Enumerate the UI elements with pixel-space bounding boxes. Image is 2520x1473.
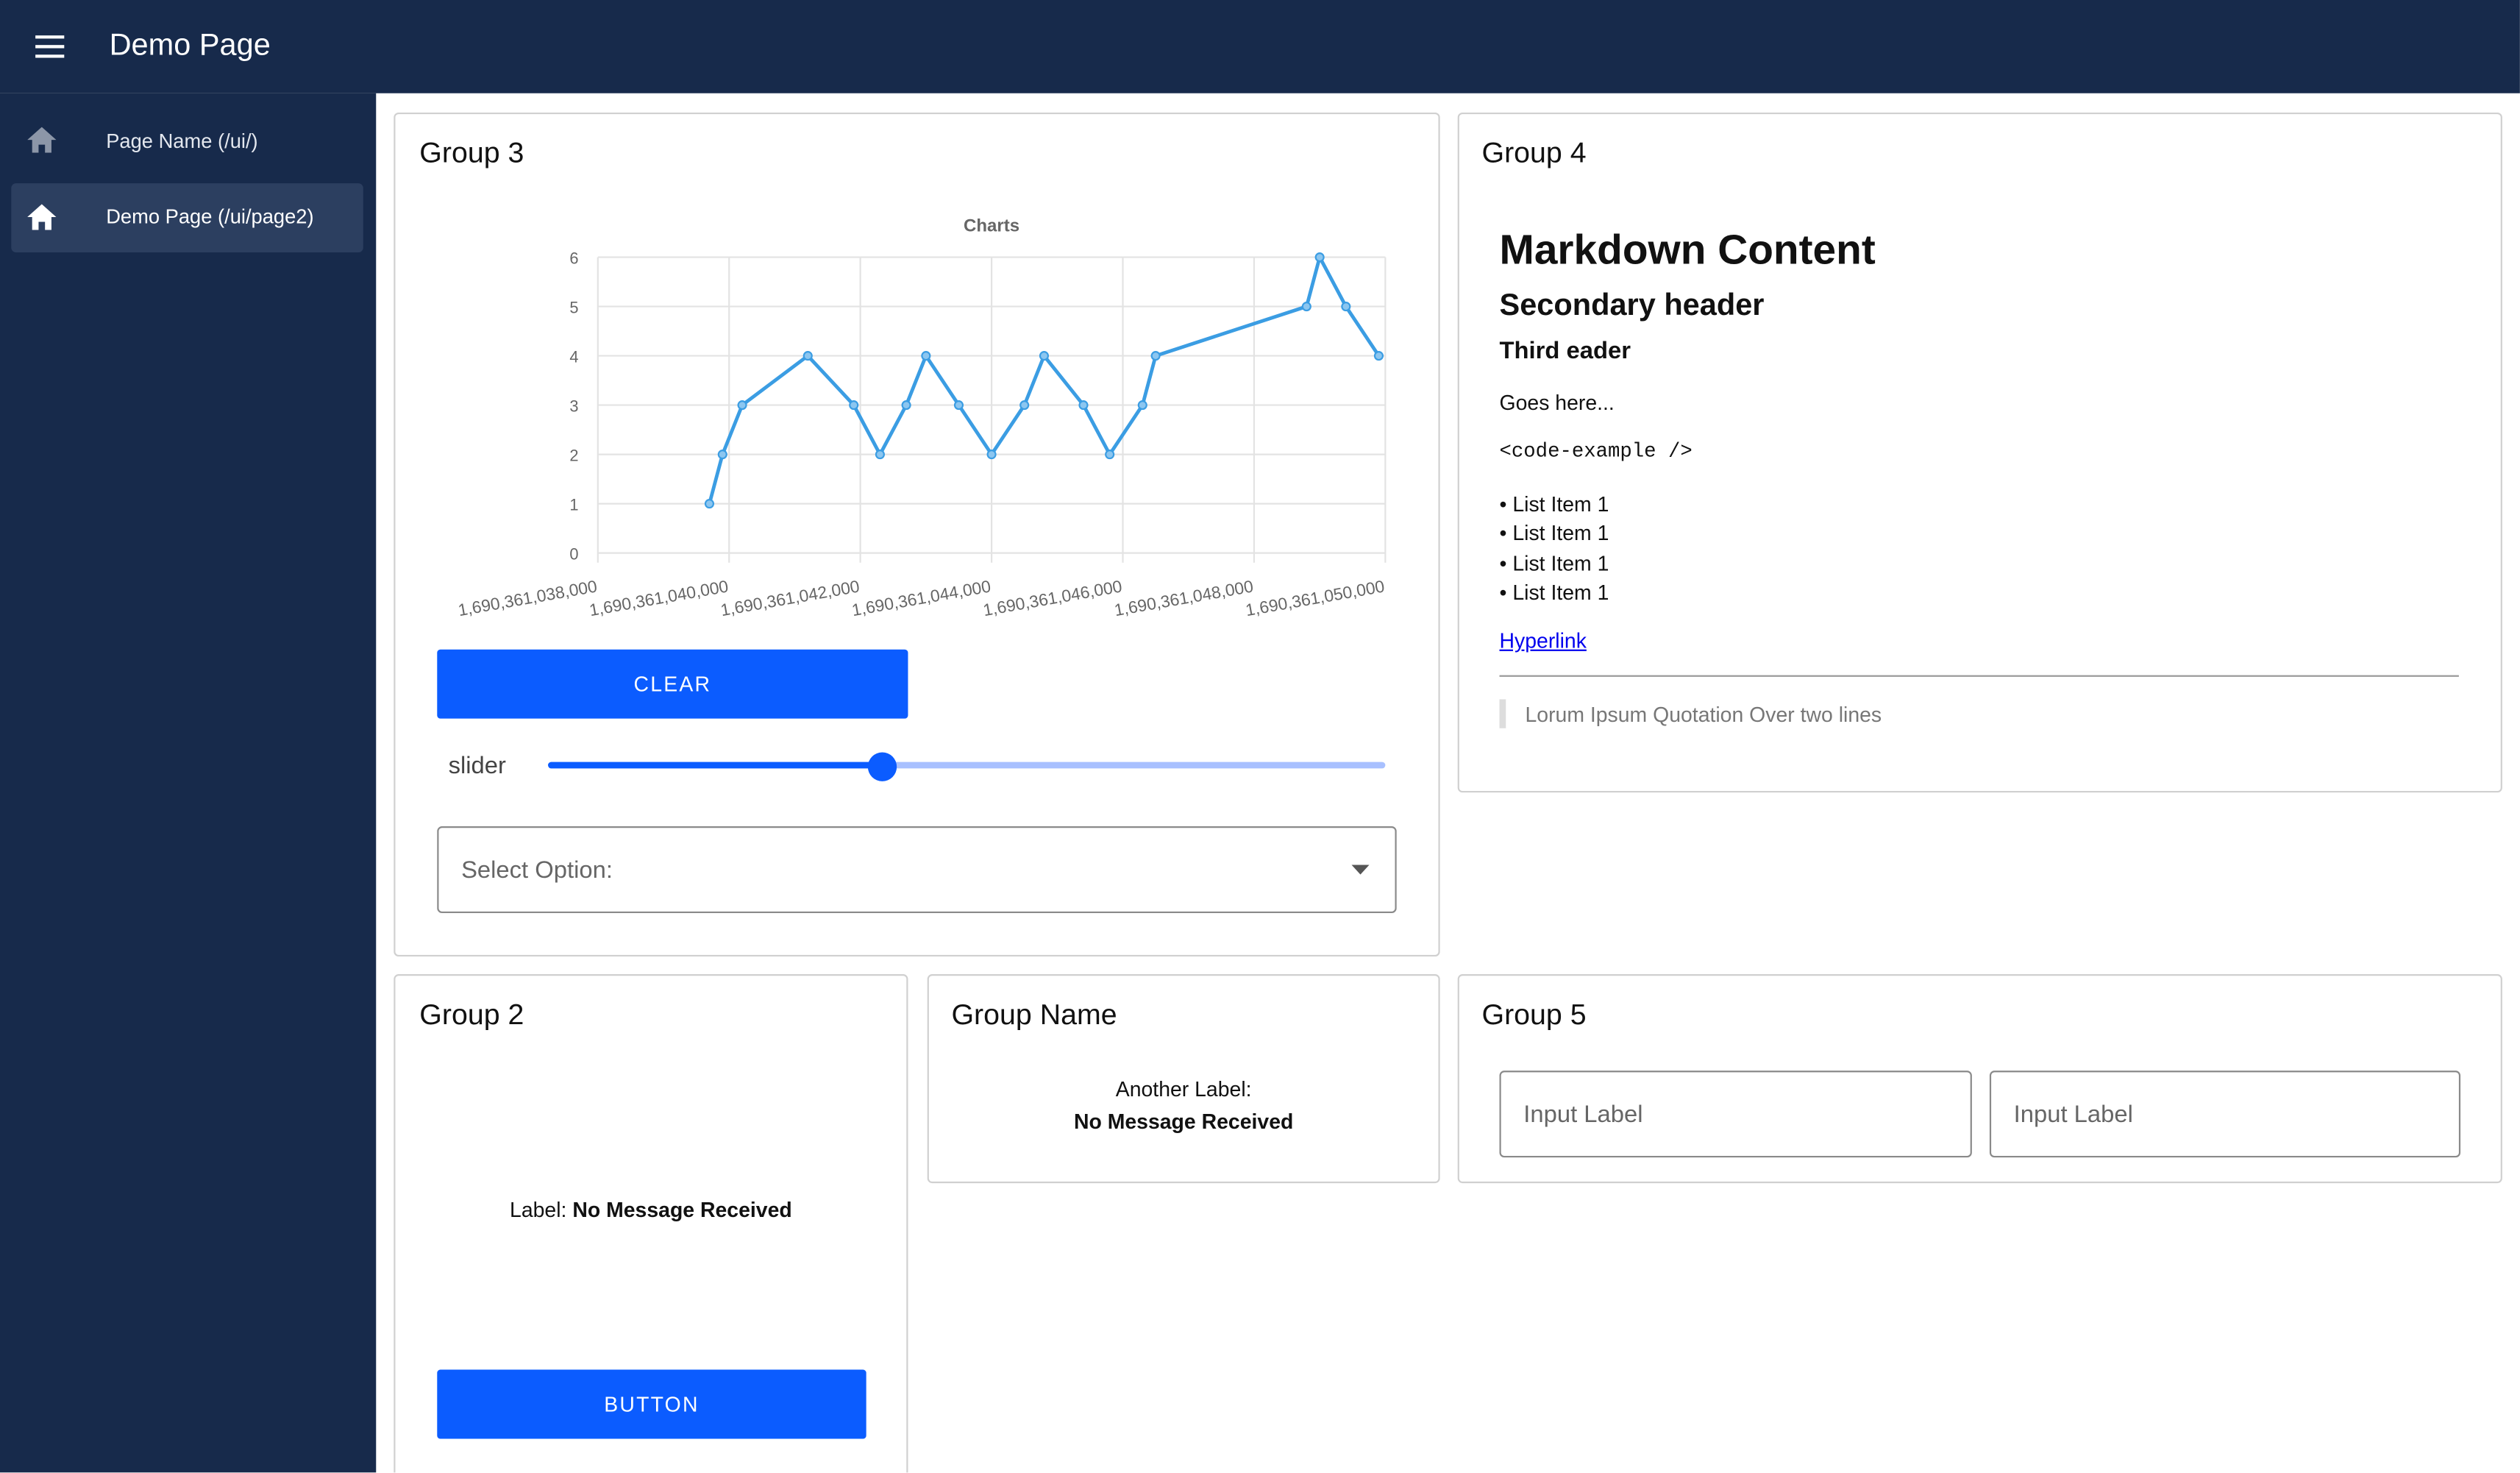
x-tick-label: 1,690,361,048,000 bbox=[1113, 576, 1255, 620]
header bbox=[0, 0, 2520, 93]
md-h3: Third eader bbox=[1499, 337, 1631, 365]
slider-thumb[interactable] bbox=[867, 752, 897, 781]
card bbox=[927, 974, 1440, 1184]
md-rule bbox=[1499, 675, 2459, 677]
group-title: Group 5 bbox=[1481, 998, 1587, 1031]
group-title: Group 4 bbox=[1481, 136, 1587, 169]
x-tick-label: 1,690,361,046,000 bbox=[981, 576, 1123, 620]
group-title: Group Name bbox=[951, 998, 1117, 1031]
label-value: No Message Received bbox=[1073, 1109, 1294, 1134]
list-item-text: List Item 1 bbox=[1512, 521, 1609, 546]
y-tick-label: 6 bbox=[569, 249, 578, 267]
md-list: • List Item 1 • List Item 1 • List Item … bbox=[1500, 490, 1609, 608]
point bbox=[802, 351, 813, 361]
list-item: • List Item 1 bbox=[1499, 580, 1609, 605]
home-icon bbox=[27, 204, 57, 230]
list-item: • List Item 1 bbox=[1499, 550, 1609, 575]
select-arrow bbox=[1351, 865, 1370, 875]
point bbox=[717, 450, 727, 460]
select-placeholder: Select Option: bbox=[461, 856, 613, 884]
md-quote: Lorum Ipsum Quotation Over two lines bbox=[1525, 702, 1882, 727]
y-tick-label: 1 bbox=[569, 495, 578, 514]
text-input[interactable]: Input Label bbox=[1989, 1071, 2461, 1158]
nav-active-bg bbox=[11, 183, 363, 253]
point bbox=[1314, 252, 1325, 263]
list-item-text: List Item 1 bbox=[1512, 580, 1609, 605]
list-item: • List Item 1 bbox=[1499, 491, 1609, 517]
point bbox=[1341, 302, 1351, 312]
point bbox=[1078, 400, 1089, 411]
clear-button[interactable]: CLEAR bbox=[437, 649, 908, 719]
label-row: Label: No Message Received bbox=[394, 1198, 908, 1222]
group-title: Group 3 bbox=[419, 136, 524, 169]
point bbox=[737, 400, 747, 411]
point bbox=[1105, 450, 1115, 460]
point bbox=[1150, 351, 1161, 361]
chart-title: Charts bbox=[964, 216, 1019, 236]
y-tick-label: 4 bbox=[569, 347, 578, 366]
point bbox=[849, 400, 859, 411]
menu-icon[interactable] bbox=[35, 35, 65, 58]
md-link[interactable]: Hyperlink bbox=[1499, 628, 1587, 653]
card bbox=[394, 112, 1440, 957]
card bbox=[1457, 112, 2502, 793]
line bbox=[708, 252, 1381, 505]
label: Label: bbox=[510, 1197, 567, 1222]
label: Another Label: bbox=[1115, 1076, 1252, 1101]
header-title: Demo Page bbox=[109, 29, 271, 63]
y-tick-label: 2 bbox=[569, 446, 578, 464]
md-code: <code-example /> bbox=[1499, 440, 1693, 464]
list-item-text: List Item 1 bbox=[1512, 491, 1609, 517]
x-tick-label: 1,690,361,038,000 bbox=[457, 576, 599, 620]
nav-item[interactable]: Demo Page (/ui/page2) bbox=[106, 205, 314, 229]
quote-bar bbox=[1499, 699, 1506, 728]
slider-fill bbox=[548, 762, 883, 769]
sidebar bbox=[0, 93, 377, 1473]
x-tick-label: 1,690,361,044,000 bbox=[850, 576, 992, 620]
select[interactable]: Select Option: bbox=[437, 826, 1397, 914]
chart: Charts01234561,690,361,038,0001,690,361,… bbox=[457, 216, 1387, 620]
label-value: No Message Received bbox=[572, 1197, 792, 1222]
point bbox=[704, 499, 715, 509]
x-tick-label: 1,690,361,042,000 bbox=[719, 576, 861, 620]
point bbox=[1301, 302, 1311, 312]
point bbox=[921, 351, 931, 361]
list-item-text: List Item 1 bbox=[1512, 550, 1609, 575]
point bbox=[1039, 351, 1050, 361]
group-title: Group 2 bbox=[419, 998, 524, 1031]
slider-track bbox=[548, 762, 1386, 769]
md-paragraph: Goes here... bbox=[1499, 390, 1615, 415]
point bbox=[1019, 400, 1030, 411]
list-item: • List Item 1 bbox=[1499, 521, 1609, 546]
y-tick-label: 5 bbox=[569, 298, 578, 316]
point bbox=[986, 450, 997, 460]
md-h1: Markdown Content bbox=[1499, 224, 1876, 274]
point bbox=[901, 400, 911, 411]
x-tick-label: 1,690,361,040,000 bbox=[588, 576, 730, 620]
point bbox=[1373, 351, 1384, 361]
y-tick-label: 0 bbox=[569, 544, 578, 563]
input-label: Input Label bbox=[1523, 1100, 1643, 1128]
point bbox=[953, 400, 964, 411]
input-label: Input Label bbox=[2013, 1100, 2133, 1128]
card bbox=[1457, 974, 2502, 1184]
text-input[interactable]: Input Label bbox=[1499, 1071, 1972, 1158]
y-tick-label: 3 bbox=[569, 397, 578, 415]
md-h2: Secondary header bbox=[1499, 289, 1765, 324]
x-tick-label: 1,690,361,050,000 bbox=[1244, 576, 1386, 620]
nav-item[interactable]: Page Name (/ui/) bbox=[106, 129, 258, 153]
slider-label: slider bbox=[448, 752, 506, 780]
button[interactable]: BUTTON bbox=[437, 1369, 866, 1439]
point bbox=[1137, 400, 1147, 411]
point bbox=[875, 450, 885, 460]
home-icon bbox=[27, 127, 57, 153]
